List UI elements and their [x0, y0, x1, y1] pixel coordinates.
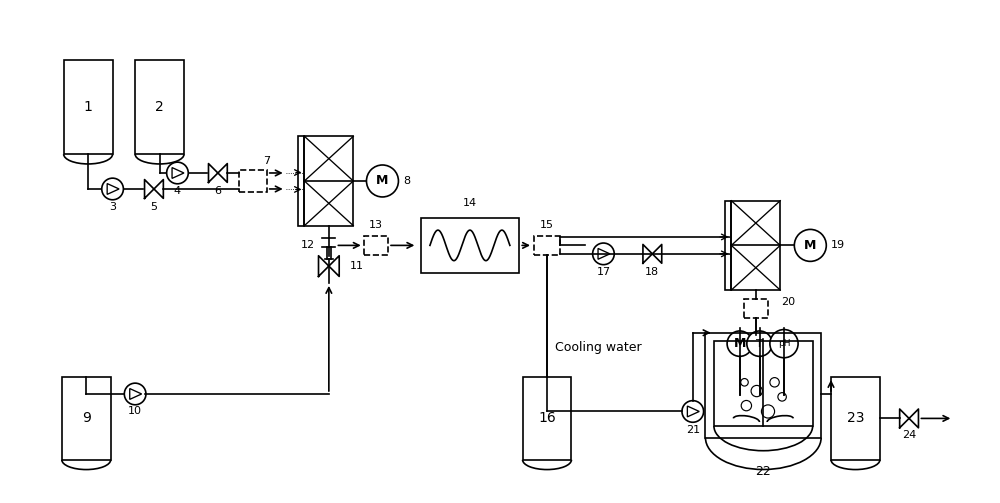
Circle shape	[770, 329, 798, 358]
Text: 4: 4	[174, 186, 181, 196]
Circle shape	[124, 383, 146, 405]
Text: pH: pH	[778, 339, 790, 348]
Bar	[421, 218, 519, 273]
Bar	[364, 236, 388, 255]
Text: 18: 18	[645, 267, 659, 277]
Bar	[523, 377, 571, 460]
Circle shape	[366, 165, 398, 197]
Bar	[239, 170, 267, 192]
Text: M: M	[734, 337, 746, 350]
Circle shape	[727, 331, 752, 356]
Text: 14: 14	[463, 198, 477, 208]
Text: 7: 7	[263, 156, 270, 166]
Text: T: T	[756, 339, 763, 349]
Text: 19: 19	[831, 240, 845, 250]
Text: 15: 15	[540, 220, 554, 230]
Text: 21: 21	[686, 425, 700, 435]
Circle shape	[747, 331, 772, 356]
Circle shape	[102, 178, 123, 200]
Bar	[744, 299, 768, 318]
Text: 9: 9	[82, 411, 91, 426]
Text: 10: 10	[128, 406, 142, 416]
Text: 6: 6	[214, 186, 221, 196]
Bar	[714, 342, 813, 426]
Bar	[831, 377, 880, 460]
Text: 3: 3	[109, 202, 116, 212]
Text: 23: 23	[847, 411, 864, 426]
Text: 1: 1	[84, 100, 93, 114]
Text: Cooling water: Cooling water	[555, 341, 642, 354]
Bar	[534, 236, 560, 255]
Circle shape	[593, 243, 614, 265]
Text: 20: 20	[781, 297, 795, 307]
Text: 24: 24	[902, 431, 916, 440]
Bar	[304, 136, 353, 226]
Bar	[298, 136, 304, 226]
Text: 2: 2	[155, 100, 164, 114]
Bar	[135, 60, 184, 154]
Bar	[725, 201, 731, 290]
Text: 8: 8	[403, 176, 410, 186]
Text: M: M	[804, 239, 817, 252]
Bar	[705, 333, 821, 438]
Text: 16: 16	[538, 411, 556, 426]
Bar	[731, 201, 780, 290]
Text: 13: 13	[369, 220, 383, 230]
Bar	[64, 60, 113, 154]
Text: 17: 17	[596, 267, 611, 277]
Text: 12: 12	[301, 240, 315, 250]
Text: 5: 5	[150, 202, 157, 212]
Text: 22: 22	[755, 465, 771, 477]
Circle shape	[682, 401, 704, 423]
Text: 11: 11	[350, 261, 364, 271]
Bar	[62, 377, 111, 460]
Circle shape	[167, 162, 188, 184]
Circle shape	[794, 229, 826, 262]
Text: M: M	[376, 175, 389, 188]
